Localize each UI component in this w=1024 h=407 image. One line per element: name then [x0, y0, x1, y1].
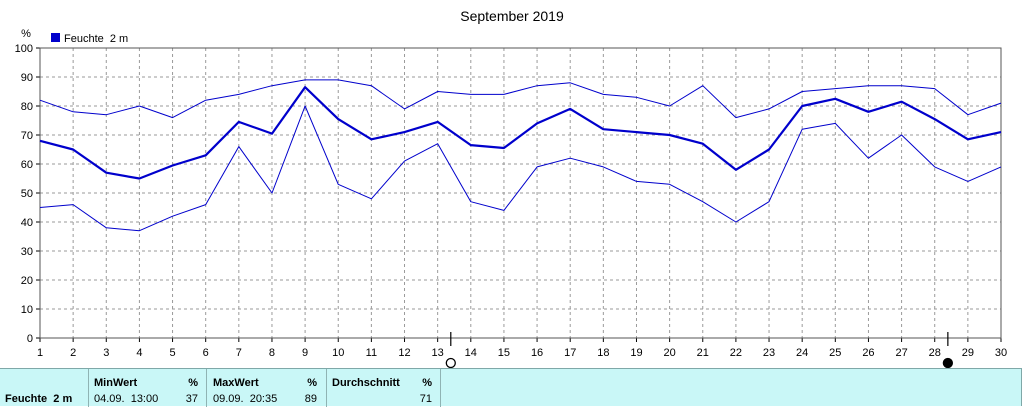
moon-phase-markers — [445, 332, 954, 368]
min-time: 04.09. 13:00 — [94, 393, 159, 405]
x-tick-label: 9 — [302, 347, 308, 359]
x-tick-label: 5 — [169, 347, 175, 359]
plot-frame — [39, 47, 1002, 339]
x-tick-label: 25 — [829, 347, 841, 359]
stats-avg-cell: Durchschnitt % 71 — [326, 369, 441, 407]
series-line-mean — [39, 86, 1002, 180]
x-tick-label: 24 — [796, 347, 808, 359]
x-tick-label: 14 — [465, 347, 477, 359]
y-tick-label: 70 — [21, 130, 33, 142]
avg-unit: % — [422, 377, 432, 389]
x-tick-label: 13 — [432, 347, 444, 359]
stats-series-label: Feuchte 2 m — [5, 393, 73, 405]
y-axis-unit: % — [21, 28, 31, 40]
x-tick-label: 4 — [136, 347, 142, 359]
x-tick-label: 12 — [398, 347, 410, 359]
x-tick-label: 16 — [531, 347, 543, 359]
legend-label: Feuchte 2 m — [64, 33, 128, 45]
x-tick-label: 21 — [697, 347, 709, 359]
grid — [36, 47, 1002, 342]
y-tick-label: 0 — [27, 333, 33, 345]
avg-value: 71 — [419, 393, 432, 405]
y-tick-label: 50 — [21, 188, 33, 200]
x-tick-label: 7 — [236, 347, 242, 359]
stats-panel: Feuchte 2 m MinWert % 04.09. 13:00 37 Ma… — [0, 368, 1022, 407]
x-tick-label: 17 — [564, 347, 576, 359]
full-moon-icon — [445, 357, 456, 368]
y-tick-labels: 0 10 20 30 40 50 60 70 80 90 100 — [15, 43, 33, 345]
humidity-chart: September 2019 % Feuchte 2 m 01020304050… — [15, 8, 1007, 368]
x-tick-label: 15 — [498, 347, 510, 359]
new-moon-icon — [942, 357, 954, 368]
max-time: 09.09. 20:35 — [213, 393, 278, 405]
x-tick-label: 19 — [630, 347, 642, 359]
y-tick-label: 40 — [21, 217, 33, 229]
y-tick-label: 20 — [21, 275, 33, 287]
y-tick-label: 100 — [15, 43, 33, 55]
series-line-max — [39, 79, 1002, 119]
x-tick-label: 20 — [663, 347, 675, 359]
series-line-min — [39, 105, 1002, 232]
x-tick-label: 3 — [103, 347, 109, 359]
x-tick-label: 6 — [203, 347, 209, 359]
x-tick-label: 8 — [269, 347, 275, 359]
max-header: MaxWert — [213, 377, 259, 389]
plot-border — [39, 47, 1002, 339]
stats-max-cell: MaxWert % 09.09. 20:35 89 — [206, 369, 326, 407]
x-tick-label: 2 — [70, 347, 76, 359]
y-tick-label: 10 — [21, 304, 33, 316]
x-tick-label: 10 — [332, 347, 344, 359]
stats-min-cell: MinWert % 04.09. 13:00 37 — [88, 369, 206, 407]
min-unit: % — [188, 377, 198, 389]
x-tick-labels: 1 2 3 4 5 6 7 8 9 10 11 12 13 14 15 16 17 18 19 20 21 22 23 24 2… — [37, 347, 1007, 359]
x-tick-label: 11 — [366, 347, 377, 359]
x-tick-label: 22 — [730, 347, 742, 359]
avg-header: Durchschnitt — [332, 377, 400, 389]
series-lines — [39, 79, 1002, 232]
y-tick-label: 90 — [21, 72, 33, 84]
x-tick-label: 18 — [597, 347, 609, 359]
min-header: MinWert — [94, 377, 138, 389]
x-tick-label: 27 — [895, 347, 907, 359]
x-tick-label: 28 — [929, 347, 941, 359]
x-tick-label: 1 — [37, 347, 43, 359]
x-tick-label: 23 — [763, 347, 775, 359]
x-tick-label: 29 — [962, 347, 974, 359]
y-tick-label: 80 — [21, 101, 33, 113]
stats-label-cell: Feuchte 2 m — [0, 369, 88, 407]
min-value: 37 — [185, 393, 198, 405]
x-tick-label: 30 — [995, 347, 1007, 359]
x-tick-label: 26 — [862, 347, 874, 359]
y-tick-label: 30 — [21, 246, 33, 258]
legend-swatch — [51, 33, 60, 42]
max-value: 89 — [304, 393, 317, 405]
max-unit: % — [307, 377, 317, 389]
y-tick-label: 60 — [21, 159, 33, 171]
chart-title: September 2019 — [460, 8, 564, 24]
